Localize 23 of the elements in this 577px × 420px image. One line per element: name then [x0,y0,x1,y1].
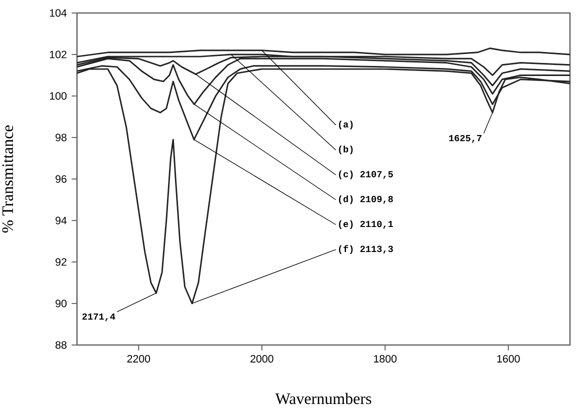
annotation: (a) [338,120,353,130]
y-tick-label: 94 [56,216,67,224]
y-tick-label: 92 [56,258,66,266]
annotation: (f) 2113,3 [338,245,393,254]
y-tick-label: 90 [56,300,67,308]
x-tick-label: 1800 [374,355,397,363]
x-tick-label: 2200 [127,355,150,363]
x-axis-title: Wavernumbers [275,392,372,404]
annotation: 2171,4 [82,313,116,322]
y-tick-label: 88 [56,341,66,349]
y-tick-label: 102 [50,50,66,58]
annotation: (d) 2109,8 [338,195,393,204]
annotation: 1625,7 [449,134,482,143]
y-tick-label: 100 [50,92,67,100]
annotation: (b) [338,146,353,154]
y-tick-label: 98 [56,134,66,142]
x-tick-label: 1600 [497,355,520,363]
y-axis-title: % Transmittance [2,125,14,233]
x-tick-label: 2000 [250,355,274,363]
annotation: (c) 2107,5 [338,170,393,180]
y-tick-label: 104 [50,9,67,17]
y-tick-label: 96 [56,175,66,183]
annotation: (e) 2110,1 [338,220,394,229]
